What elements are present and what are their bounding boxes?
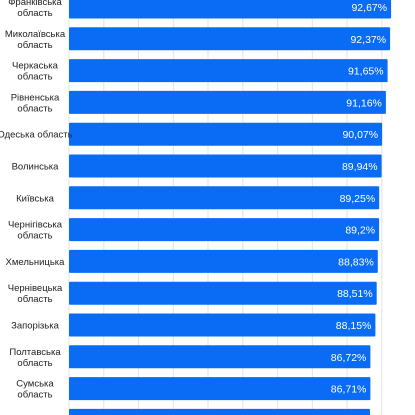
category-label-line: Чернігівська [8, 220, 63, 231]
category-label-line: область [17, 390, 52, 401]
bar [69, 249, 378, 273]
category-label: Миколаївська область [5, 29, 66, 51]
category-label-line: Хмельницька [6, 257, 66, 268]
bar-value-label: 89,25% [340, 193, 376, 205]
category-label-line: область [17, 103, 52, 114]
bar [69, 0, 392, 19]
category-label-line: область [17, 294, 52, 305]
category-label-line: область [17, 40, 52, 51]
category-label: Одеська область [0, 130, 73, 141]
bar [69, 408, 370, 415]
bar-value-label: 88,15% [336, 320, 372, 332]
bar-value-label: 89,2% [345, 225, 375, 237]
bar-value-label: 89,94% [342, 161, 378, 173]
bar-value-label: 88,83% [338, 256, 374, 268]
bar [69, 27, 391, 51]
category-label-line: область [17, 231, 52, 242]
category-label: Волинська [12, 162, 60, 173]
category-label-line: Миколаївська [5, 29, 66, 40]
category-label-line: область [17, 72, 52, 83]
category-label-line: Волинська [12, 162, 60, 173]
bar [69, 59, 388, 83]
category-label: Франківська область [8, 0, 62, 19]
category-label: Сумська область [16, 379, 54, 401]
bar [69, 313, 376, 337]
bars-layer [69, 0, 392, 415]
bar [69, 154, 382, 178]
category-label: Рівненська область [11, 92, 60, 114]
category-label-line: Черкаська [12, 61, 59, 72]
bar [69, 90, 386, 114]
category-label: Хмельницька [6, 257, 66, 268]
bar [69, 281, 377, 305]
bar [69, 345, 371, 369]
category-label-line: Одеська область [0, 130, 73, 141]
category-label-line: Полтавська [9, 347, 61, 358]
bar [69, 186, 380, 210]
category-label-line: Сумська [16, 379, 54, 390]
category-label-line: Рівненська [11, 92, 60, 103]
category-label-line: Київська [16, 193, 54, 204]
category-label: Київська [16, 193, 54, 204]
bar-value-label: 92,37% [350, 34, 386, 46]
bar [69, 218, 380, 242]
bar-value-label: 88,51% [337, 288, 373, 300]
category-label: Запорізька [11, 321, 60, 332]
category-label: Чернівецька область [8, 283, 63, 305]
bar-value-label: 86,72% [331, 352, 367, 364]
value-labels: 92,67% 92,37% 91,65% 91,16% 90,07% 89,94% 89,2… [331, 2, 387, 396]
category-label: Полтавська область [9, 347, 61, 369]
category-label-line: область [17, 8, 52, 19]
bar-value-label: 91,65% [348, 66, 384, 78]
category-label-line: Франківська [8, 0, 62, 8]
bar-value-label: 86,71% [331, 384, 367, 396]
bar-value-label: 92,67% [351, 2, 387, 14]
bar [69, 122, 383, 146]
bar-value-label: 90,07% [342, 129, 378, 141]
category-label-line: область [17, 358, 52, 369]
category-label: Чернігівська область [8, 220, 63, 242]
category-label: Черкаська область [12, 61, 59, 83]
category-label-line: Чернівецька [8, 283, 63, 294]
bar [69, 377, 371, 401]
bar-value-label: 91,16% [346, 97, 382, 109]
category-label-line: Запорізька [11, 321, 60, 332]
